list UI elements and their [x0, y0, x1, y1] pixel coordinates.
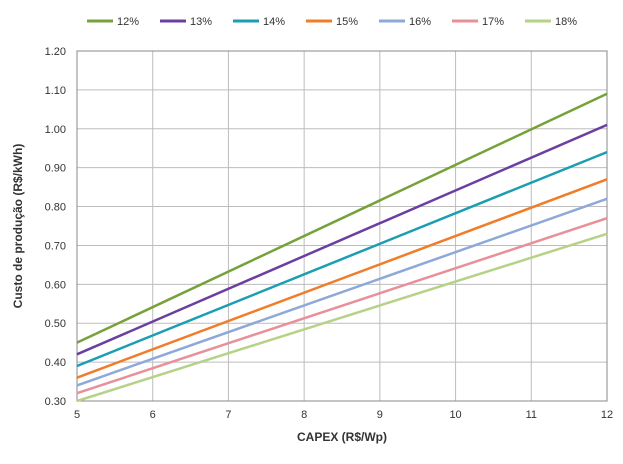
series-line-15pct — [76, 178, 608, 379]
y-tick-label: 1.00 — [45, 124, 66, 136]
legend-label: 17% — [482, 16, 504, 28]
legend-label: 18% — [555, 16, 577, 28]
series-line-16pct — [76, 197, 608, 387]
legend: 12% 13% 14% 15% 16% 17% 18% — [87, 16, 577, 28]
plot-frame — [76, 50, 608, 402]
x-tick-label: 10 — [449, 409, 461, 421]
series-line-12pct — [76, 92, 608, 344]
y-tick-label: 0.30 — [45, 396, 66, 408]
x-tick-label: 5 — [74, 409, 80, 421]
y-axis-ticks: 0.30 0.40 0.50 0.60 0.70 0.80 0.90 1.00 1.10 1.20 — [45, 46, 66, 408]
y-tick-label: 0.40 — [45, 357, 66, 369]
x-tick-label: 12 — [601, 409, 613, 421]
series-group — [76, 92, 608, 403]
legend-label: 14% — [263, 16, 285, 28]
series-line-18pct — [76, 232, 608, 403]
series-line-14pct — [76, 150, 608, 368]
x-tick-label: 7 — [225, 409, 231, 421]
legend-label: 15% — [336, 16, 358, 28]
legend-label: 13% — [190, 16, 212, 28]
y-tick-label: 1.20 — [45, 46, 66, 58]
series-line-13pct — [76, 123, 608, 356]
y-tick-label: 1.10 — [45, 85, 66, 97]
legend-label: 12% — [117, 16, 139, 28]
x-axis-title: CAPEX (R$/Wp) — [297, 430, 387, 444]
x-tick-label: 8 — [301, 409, 307, 421]
y-tick-label: 0.80 — [45, 202, 66, 214]
series-line-17pct — [76, 217, 608, 395]
legend-label: 16% — [409, 16, 431, 28]
x-tick-label: 11 — [526, 409, 537, 421]
x-tick-label: 6 — [150, 409, 156, 421]
y-tick-label: 0.50 — [45, 318, 66, 330]
y-tick-label: 0.90 — [45, 163, 66, 175]
x-axis-ticks: 5 6 7 8 9 10 11 12 — [74, 409, 613, 421]
y-tick-label: 0.70 — [45, 240, 66, 252]
y-axis-title: Custo de produção (R$/kWh) — [11, 144, 25, 309]
x-tick-label: 9 — [377, 409, 383, 421]
y-tick-label: 0.60 — [45, 279, 66, 291]
